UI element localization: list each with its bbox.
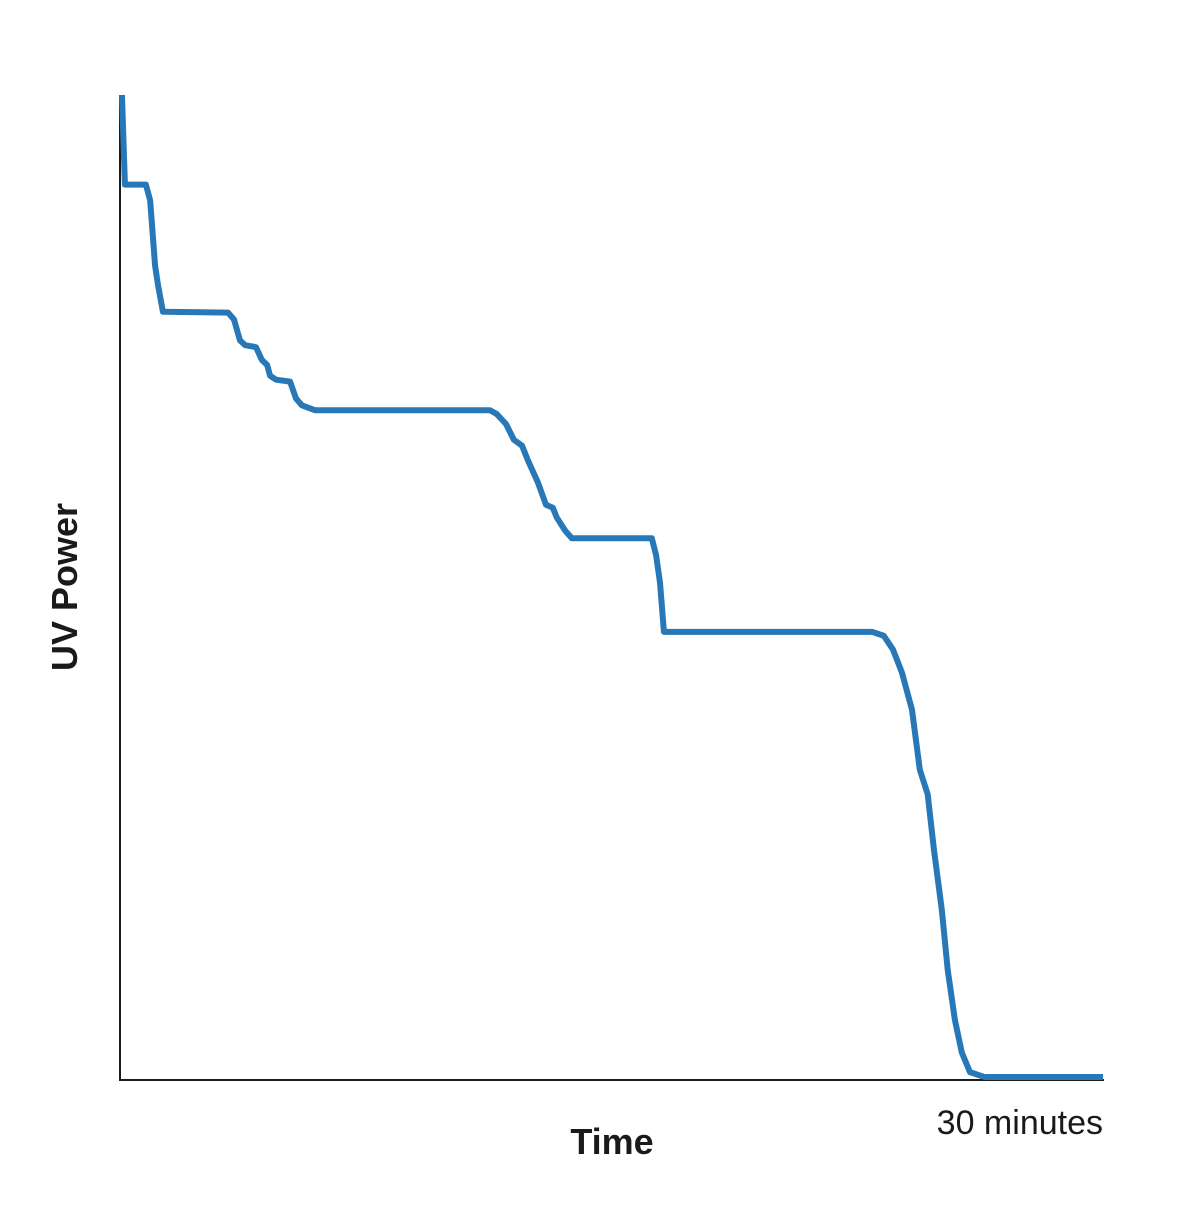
- x-tick-label: 30 minutes: [937, 1104, 1103, 1142]
- data-line: [118, 94, 1103, 1081]
- x-axis-label: Time: [570, 1121, 653, 1162]
- y-axis-label: UV Power: [44, 503, 85, 671]
